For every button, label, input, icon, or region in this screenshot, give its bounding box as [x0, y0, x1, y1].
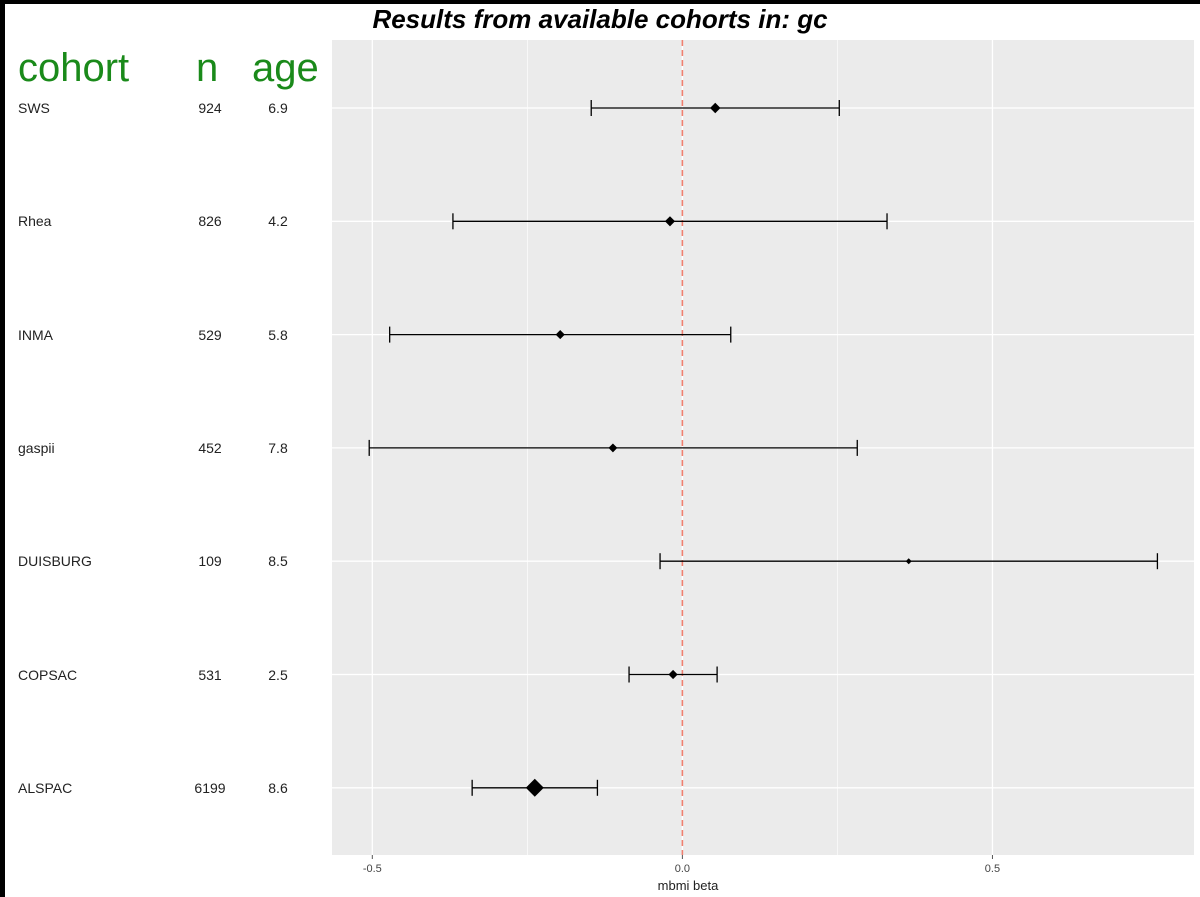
cohort-name: ALSPAC — [18, 779, 73, 796]
cohort-age: 6.9 — [268, 100, 288, 116]
cohort-name: COPSAC — [18, 666, 78, 683]
header-n: n — [196, 46, 219, 90]
estimate-point — [608, 443, 618, 453]
cohort-name: gaspii — [18, 439, 55, 456]
estimate-point — [710, 102, 721, 114]
cohort-name: Rhea — [18, 213, 52, 230]
estimate-point — [525, 778, 544, 797]
frame-top-border — [0, 0, 1200, 4]
cohort-n: 924 — [198, 100, 222, 116]
cohort-age: 4.2 — [268, 213, 288, 230]
cohort-age: 7.8 — [268, 439, 288, 456]
cohort-age: 8.6 — [268, 779, 288, 796]
cohort-n: 826 — [198, 213, 222, 230]
cohort-n: 6199 — [194, 779, 226, 796]
estimate-point — [555, 330, 565, 340]
cohort-age: 8.5 — [268, 553, 288, 570]
cohort-n: 531 — [198, 666, 222, 683]
cohort-n: 529 — [198, 326, 222, 343]
header-age: age — [252, 46, 319, 90]
header-cohort: cohort — [18, 46, 130, 90]
chart-title: Results from available cohorts in: gc — [372, 4, 828, 34]
x-axis-title: mbmi beta — [658, 878, 719, 893]
cohort-age: 2.5 — [268, 666, 288, 683]
x-tick-label: -0.5 — [363, 863, 382, 875]
cohort-name: INMA — [18, 326, 53, 343]
cohort-name: DUISBURG — [18, 553, 92, 570]
cohort-age: 5.8 — [268, 326, 288, 343]
x-tick-label: 0.5 — [985, 863, 1000, 875]
frame-left-border — [0, 0, 5, 897]
estimate-point — [668, 669, 678, 680]
estimate-point — [905, 558, 912, 565]
cohort-name: SWS — [18, 100, 50, 116]
estimate-point — [664, 216, 676, 227]
cohort-n: 452 — [198, 439, 222, 456]
cohort-n: 109 — [198, 553, 222, 570]
x-tick-label: 0.0 — [675, 863, 690, 875]
